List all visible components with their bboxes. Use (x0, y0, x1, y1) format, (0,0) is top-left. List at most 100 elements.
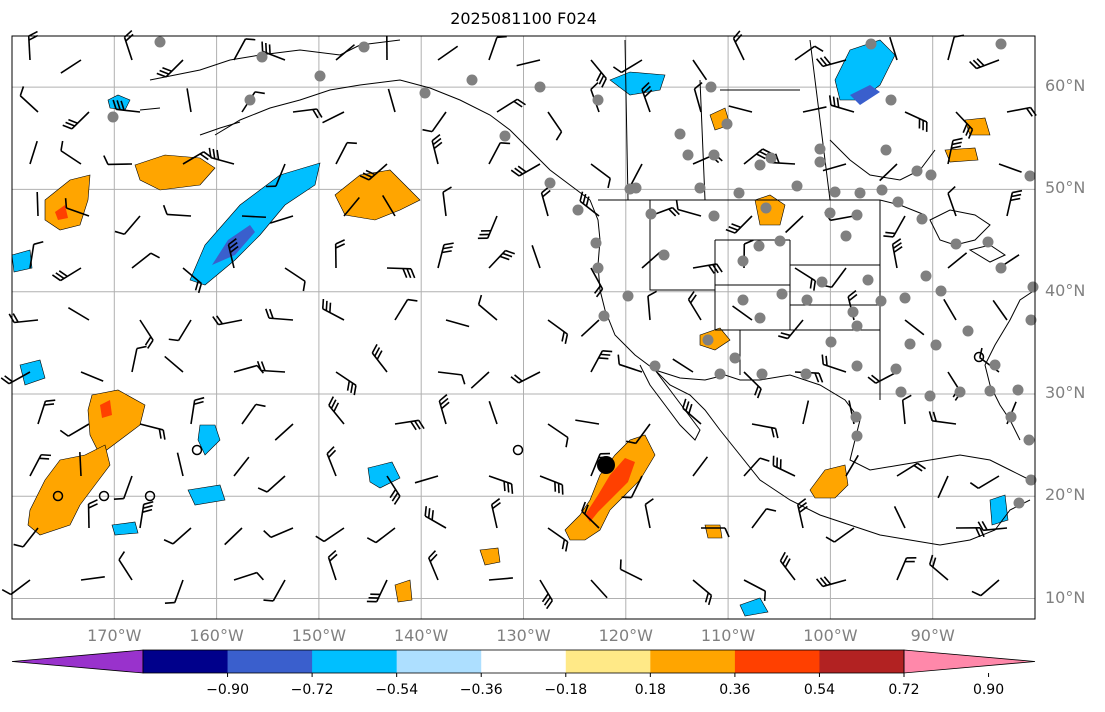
station-dot (1012, 384, 1024, 396)
storm-markers (52, 351, 985, 502)
gulf-coast (759, 374, 1031, 481)
latitude-label: 20°N (1045, 485, 1086, 505)
colorbar-segment (312, 650, 398, 673)
wind-barb (67, 307, 90, 321)
wind-barb (510, 163, 541, 177)
wind-barb (928, 411, 957, 425)
wind-barb (334, 239, 346, 269)
wind-barb (139, 500, 154, 529)
open-circle-marker (144, 490, 156, 502)
negative-anomaly-region (187, 484, 226, 506)
negative-anomaly-region (989, 494, 1009, 526)
station-dot (892, 196, 904, 208)
wind-barb (387, 88, 396, 113)
station-dot (534, 81, 546, 93)
station-dot (824, 207, 836, 219)
wind-barb (531, 245, 541, 269)
station-dot (995, 38, 1007, 50)
station-dot (622, 290, 634, 302)
positive-anomaly-region (27, 444, 111, 536)
open-circle-marker (973, 351, 985, 363)
wind-barb (139, 423, 166, 440)
longitude-label: 170°W (87, 626, 142, 645)
wind-barb (113, 475, 133, 501)
station-dot (850, 411, 862, 423)
negative-anomaly-region (107, 94, 131, 111)
negative-anomaly-region (739, 597, 769, 617)
wind-barb (266, 163, 286, 188)
wind-barb (241, 403, 266, 425)
station-dot (925, 169, 937, 181)
station-dot (760, 202, 772, 214)
station-dot (466, 74, 478, 86)
wind-barb (901, 394, 912, 425)
wind-barb (386, 267, 416, 279)
station-dot (854, 187, 866, 199)
wind-barb (488, 577, 513, 581)
station-dot (814, 156, 826, 168)
us-mexico-border (654, 369, 760, 381)
station-markers (107, 36, 1039, 509)
station-dot (674, 128, 686, 140)
open-circle-marker (98, 490, 110, 502)
colorbar-tick-label: −0.90 (206, 682, 249, 698)
station-dot (890, 363, 902, 375)
wind-barb (947, 137, 963, 165)
wind-barb (937, 475, 949, 499)
wind-barb (700, 527, 730, 538)
station-dot (658, 249, 670, 261)
latitude-label: 50°N (1045, 178, 1086, 198)
station-dot (1023, 434, 1035, 446)
wind-barb (437, 371, 466, 385)
wind-barb (168, 319, 192, 342)
wind-barb (335, 141, 357, 165)
coastlines (139, 39, 1036, 546)
positive-anomaly-core (100, 400, 112, 418)
wind-barb (212, 315, 243, 326)
wind-barb (60, 140, 82, 165)
wind-barb (19, 86, 39, 113)
wind-barb (269, 215, 294, 224)
station-dot (544, 177, 556, 189)
station-dot (911, 165, 923, 177)
station-dot (1013, 497, 1025, 509)
station-dot (754, 159, 766, 171)
station-dot (499, 130, 511, 142)
wind-barb (386, 475, 401, 505)
station-dot (682, 149, 694, 161)
wind-barb (815, 576, 847, 588)
station-dot (865, 38, 877, 50)
station-dot (314, 70, 326, 82)
wind-barb (772, 455, 796, 477)
station-dot (851, 430, 863, 442)
wind-barb (794, 45, 824, 61)
wind-barb (233, 571, 265, 581)
wind-barb (575, 419, 600, 425)
wind-barb (359, 163, 388, 181)
colorbar-outline (142, 649, 905, 674)
wind-barb (274, 423, 294, 441)
colorbar-segment (143, 650, 229, 673)
colorbar-tick-label: −0.72 (290, 682, 334, 698)
wind-barb (257, 475, 286, 493)
wind-barb (692, 456, 709, 477)
wind-barb (692, 59, 708, 81)
wind-barb (163, 527, 192, 545)
colorbar-segment (565, 650, 651, 673)
station-dot (729, 352, 741, 364)
wind-barb (263, 579, 286, 602)
wind-barb (62, 111, 90, 130)
station-dot (753, 240, 765, 252)
station-dot (962, 325, 974, 337)
wind-barb (879, 163, 898, 182)
wind-barb (431, 134, 443, 165)
wind-barb (156, 59, 184, 78)
alaska-coast (149, 39, 591, 201)
wind-barb (825, 527, 855, 543)
colorbar-segment (650, 650, 736, 673)
wind-barbs (0, 29, 1037, 610)
positive-anomaly-region (944, 147, 979, 163)
wind-barb (60, 59, 82, 74)
wind-barb (743, 579, 767, 601)
wind-barb (366, 579, 388, 603)
